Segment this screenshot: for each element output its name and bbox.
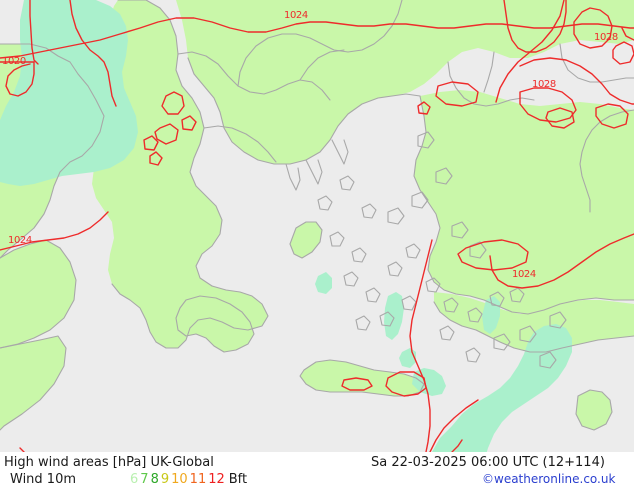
bft-unit-label: Bft (228, 472, 248, 487)
map-canvas[interactable]: 1020 1024 1028 1028 1024 1024 (0, 0, 634, 452)
wind-area-se-aegean-lobe (432, 342, 560, 452)
land-northern-greece-thrace (176, 0, 634, 164)
land-crete (300, 360, 424, 396)
forecast-timestamp: Sa 22-03-2025 06:00 UTC (12+114) (371, 455, 605, 470)
land-italy-south (0, 240, 76, 348)
bft-step-7: 7 (140, 472, 149, 487)
wind-area-crete-east (412, 368, 446, 396)
land-turkey-southwest (434, 292, 634, 352)
legend-parameter: Wind 10m (10, 472, 77, 487)
bft-step-11: 11 (189, 472, 207, 487)
wind-area-aegean-strip-1 (384, 292, 404, 340)
map-graphics (0, 0, 634, 452)
land-italy-lower (0, 336, 66, 430)
land-anatolia (414, 90, 634, 314)
footer-legend: High wind areas [hPa] UK-Global Wind 10m… (0, 452, 634, 490)
bft-step-12: 12 (208, 472, 225, 487)
bft-step-6: 6 (130, 472, 139, 487)
isobar-label-1020: 1020 (2, 56, 26, 67)
land-peloponnese (176, 296, 254, 352)
wind-area-north-aegean (315, 272, 332, 294)
isobar-label-1028-ne: 1028 (594, 32, 618, 43)
landmass-layer (0, 0, 634, 430)
isobar-label-1024-east: 1024 (512, 269, 536, 280)
coastline-layer (0, 0, 634, 431)
bft-step-10: 10 (171, 472, 188, 487)
isobar-label-1024-west: 1024 (8, 235, 32, 246)
beaufort-scale-legend: 6 7 8 9 10 11 12 Bft (130, 472, 249, 487)
bft-step-9: 9 (160, 472, 170, 487)
land-rhodes (576, 390, 612, 430)
isobar-layer (0, 0, 634, 452)
legend-title: High wind areas [hPa] UK-Global (4, 455, 214, 470)
isobar-label-1024-north: 1024 (284, 10, 308, 21)
isobar-label-1028-east: 1028 (532, 79, 556, 90)
bft-step-8: 8 (150, 472, 159, 487)
copyright-link[interactable]: ©weatheronline.co.uk (482, 472, 616, 486)
land-balkans-greece (86, 0, 268, 348)
wind-area-adriatic (0, 0, 138, 186)
